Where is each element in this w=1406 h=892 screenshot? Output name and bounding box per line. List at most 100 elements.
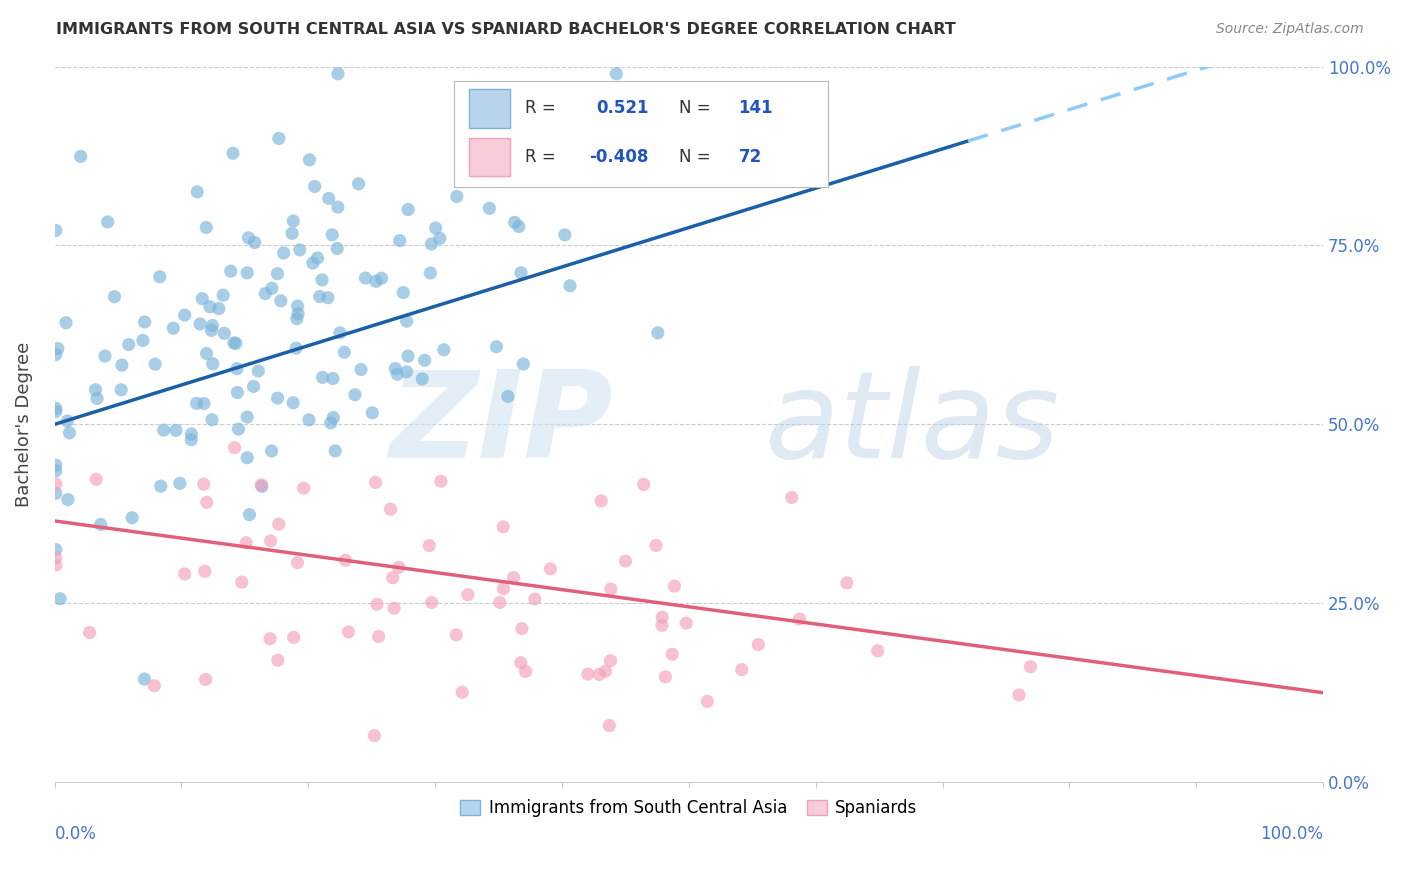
Point	[446, 189, 468, 203]
Text: IMMIGRANTS FROM SOUTH CENTRAL ASIA VS SPANIARD BACHELOR'S DEGREE CORRELATION CHA: IMMIGRANTS FROM SOUTH CENTRAL ASIA VS SP…	[56, 22, 956, 37]
Point	[696, 694, 718, 708]
Point	[538, 562, 561, 576]
Text: ZIP: ZIP	[389, 366, 613, 483]
Point	[69, 149, 91, 163]
Point	[236, 266, 259, 280]
Point	[162, 321, 184, 335]
Point	[485, 340, 508, 354]
Point	[224, 441, 246, 455]
Point	[143, 357, 166, 371]
Point	[510, 622, 533, 636]
Point	[304, 179, 326, 194]
Point	[118, 337, 141, 351]
Point	[45, 458, 67, 472]
Point	[260, 444, 283, 458]
Point	[222, 146, 245, 161]
Point	[382, 601, 405, 615]
Point	[347, 177, 370, 191]
Point	[56, 492, 79, 507]
Point	[370, 271, 392, 285]
Point	[285, 311, 308, 326]
Point	[651, 610, 673, 624]
Point	[396, 349, 419, 363]
Point	[515, 665, 537, 679]
Point	[512, 357, 534, 371]
Point	[260, 281, 283, 295]
Point	[186, 185, 208, 199]
Point	[588, 667, 610, 681]
Point	[647, 326, 669, 340]
Point	[350, 362, 373, 376]
Point	[599, 582, 621, 596]
Point	[731, 663, 754, 677]
Y-axis label: Bachelor's Degree: Bachelor's Degree	[15, 342, 32, 507]
Point	[195, 495, 218, 509]
Point	[866, 644, 889, 658]
Point	[287, 307, 309, 321]
Point	[508, 219, 530, 234]
Point	[326, 67, 349, 81]
Point	[103, 290, 125, 304]
Point	[169, 476, 191, 491]
Point	[45, 404, 67, 418]
Point	[45, 401, 67, 416]
Point	[86, 392, 108, 406]
Point	[267, 517, 290, 532]
Point	[361, 406, 384, 420]
Point	[259, 533, 281, 548]
Point	[654, 670, 676, 684]
Point	[645, 539, 668, 553]
Point	[238, 508, 260, 522]
Point	[45, 558, 67, 573]
Point	[231, 575, 253, 590]
Point	[664, 579, 686, 593]
Point	[496, 389, 519, 403]
Point	[395, 365, 418, 379]
Point	[420, 237, 443, 252]
Point	[235, 535, 257, 549]
Point	[45, 347, 67, 361]
Point	[337, 624, 360, 639]
Point	[302, 256, 325, 270]
Point	[84, 383, 107, 397]
Point	[780, 491, 803, 505]
Point	[287, 556, 309, 570]
Point	[173, 566, 195, 581]
Point	[419, 266, 441, 280]
Point	[605, 67, 627, 81]
Point	[366, 597, 388, 611]
Point	[84, 472, 107, 486]
Point	[49, 591, 72, 606]
Point	[180, 427, 202, 442]
Point	[267, 131, 290, 145]
Point	[287, 299, 309, 313]
Point	[364, 274, 387, 288]
Point	[152, 423, 174, 437]
Point	[413, 353, 436, 368]
Point	[430, 475, 453, 489]
Point	[193, 396, 215, 410]
Point	[651, 618, 673, 632]
Point	[446, 628, 468, 642]
Point	[45, 464, 67, 478]
Point	[45, 550, 67, 565]
Text: atlas: atlas	[765, 366, 1060, 483]
Point	[335, 553, 357, 567]
Point	[489, 595, 512, 609]
Point	[384, 361, 406, 376]
Point	[478, 202, 501, 216]
Point	[58, 425, 80, 440]
Point	[226, 361, 249, 376]
Point	[598, 718, 620, 732]
Point	[243, 235, 266, 250]
Point	[254, 286, 277, 301]
Point	[285, 341, 308, 355]
Point	[94, 349, 117, 363]
Point	[354, 271, 377, 285]
Point	[675, 616, 697, 631]
Point	[247, 364, 270, 378]
Point	[510, 266, 533, 280]
Text: 100.0%: 100.0%	[1260, 825, 1323, 843]
Point	[396, 202, 419, 217]
Point	[165, 423, 187, 437]
